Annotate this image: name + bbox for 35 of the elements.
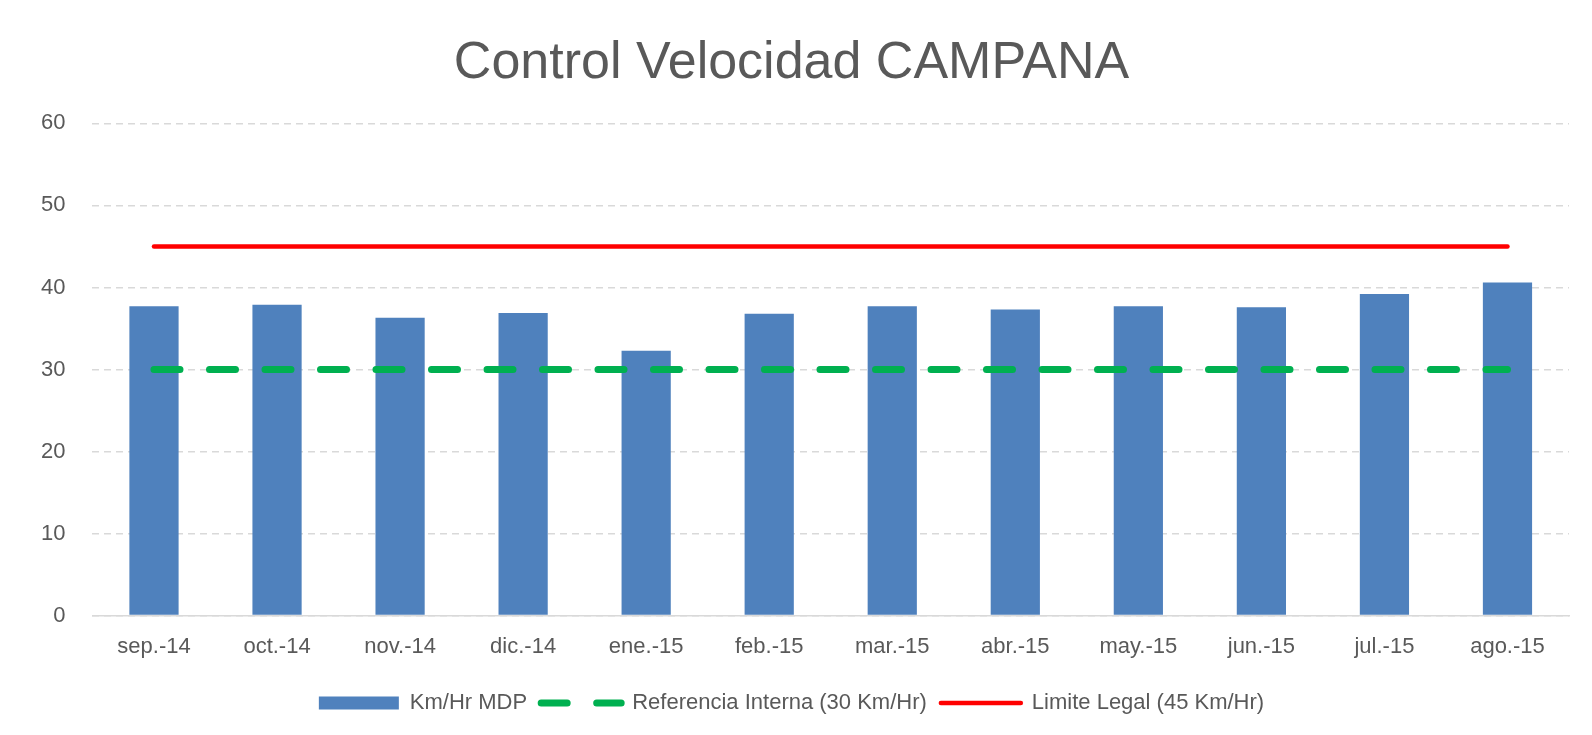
x-tick-label: jun.-15 (1226, 632, 1296, 658)
x-tick-label: feb.-15 (734, 632, 804, 658)
bar (1359, 294, 1410, 615)
legend-label: Referencia Interna (30 Km/Hr) (632, 689, 927, 715)
y-tick-label: 40 (40, 273, 66, 299)
bar (990, 309, 1040, 615)
bar (498, 312, 548, 615)
x-tick-label: dic.-14 (490, 632, 557, 658)
legend-label: Limite Legal (45 Km/Hr) (1031, 689, 1265, 715)
y-tick-label: 50 (40, 191, 66, 217)
y-tick-label: 10 (40, 519, 66, 545)
x-tick-label: may.-15 (1099, 632, 1178, 658)
bar (1113, 306, 1163, 615)
chart-title: Control Velocidad CAMPANA (453, 30, 1130, 89)
x-tick-label: abr.-15 (981, 632, 1050, 658)
legend-label: Km/Hr MDP (409, 689, 528, 715)
bar (744, 313, 794, 615)
x-tick-label: sep.-14 (117, 632, 191, 658)
x-tick-label: oct.-14 (243, 632, 311, 658)
x-tick-label: nov.-14 (364, 632, 436, 658)
x-tick-label: ago.-15 (1470, 632, 1545, 658)
bar (252, 304, 302, 615)
y-tick-label: 30 (40, 355, 66, 381)
x-tick-label: jul.-15 (1353, 632, 1415, 658)
bar (867, 306, 917, 615)
bar (1482, 282, 1533, 615)
bar (129, 306, 179, 615)
bar (1236, 307, 1286, 615)
bar (621, 350, 671, 615)
x-tick-label: mar.-15 (854, 632, 930, 658)
y-tick-label: 0 (53, 601, 66, 627)
x-tick-label: ene.-15 (608, 632, 684, 658)
bar (375, 317, 425, 615)
y-tick-label: 60 (40, 109, 66, 135)
y-tick-label: 20 (40, 437, 66, 463)
